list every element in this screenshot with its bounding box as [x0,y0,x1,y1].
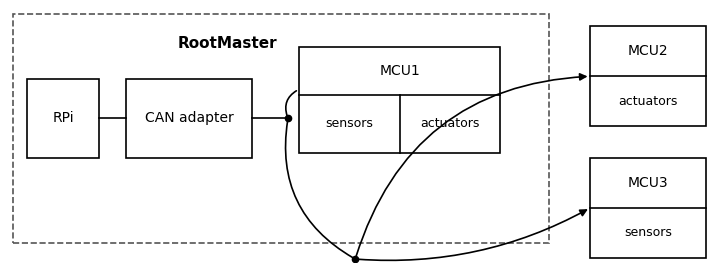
FancyBboxPatch shape [590,26,706,126]
FancyArrowPatch shape [286,91,297,116]
FancyBboxPatch shape [590,158,706,258]
FancyArrowPatch shape [358,210,586,260]
Text: RootMaster: RootMaster [178,36,277,51]
Text: RPi: RPi [53,111,74,125]
FancyArrowPatch shape [356,74,586,256]
Text: MCU2: MCU2 [628,44,668,58]
FancyBboxPatch shape [27,79,99,158]
Text: sensors: sensors [325,117,373,130]
Text: actuators: actuators [420,117,480,130]
FancyBboxPatch shape [299,47,500,153]
FancyBboxPatch shape [126,79,252,158]
FancyArrowPatch shape [286,121,353,258]
Text: sensors: sensors [624,226,672,239]
Text: MCU3: MCU3 [628,176,668,190]
Text: CAN adapter: CAN adapter [145,111,233,125]
Text: MCU1: MCU1 [379,64,420,78]
Text: actuators: actuators [618,95,678,108]
